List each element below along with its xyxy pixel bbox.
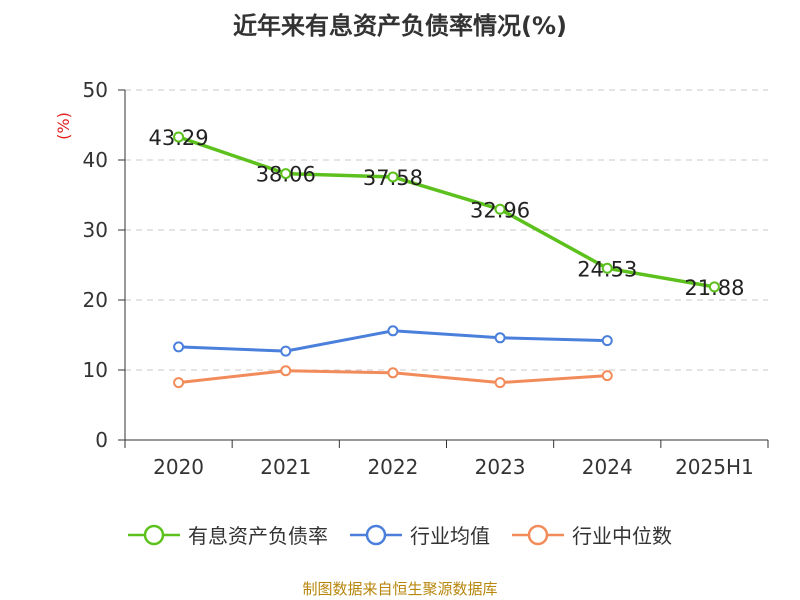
data-label: 38.06 <box>256 163 316 187</box>
source-note: 制图数据来自恒生聚源数据库 <box>302 580 498 598</box>
chart-title: 近年来有息资产负债率情况(%) <box>233 12 567 40</box>
data-point-industry-median <box>280 365 292 377</box>
y-axis-label: (%) <box>54 112 73 140</box>
legend-swatch-industry-median <box>512 524 564 545</box>
data-point-debt-ratio <box>708 281 720 293</box>
data-label: 37.58 <box>363 166 423 190</box>
data-point-industry-median <box>173 377 185 389</box>
x-tick-label: 2024 <box>582 455 633 479</box>
chart-legend: 有息资产负债率 行业均值 行业中位数 <box>0 520 800 549</box>
y-tick-label: 10 <box>83 358 108 382</box>
data-point-debt-ratio <box>387 171 399 183</box>
y-tick-label: 30 <box>83 218 108 242</box>
x-tick-label: 2022 <box>367 455 418 479</box>
data-point-industry-avg <box>494 332 506 344</box>
data-point-industry-median <box>601 370 613 382</box>
x-tick-label: 2021 <box>260 455 311 479</box>
data-point-debt-ratio <box>601 262 613 274</box>
data-point-industry-avg <box>601 335 613 347</box>
data-label: 24.53 <box>577 257 637 281</box>
legend-label-industry-avg: 行业均值 <box>410 524 490 548</box>
data-label: 21.88 <box>684 276 744 300</box>
data-point-industry-avg <box>173 341 185 353</box>
data-point-debt-ratio <box>280 168 292 180</box>
y-tick-label: 50 <box>83 78 108 102</box>
data-point-industry-avg <box>387 325 399 337</box>
legend-swatch-industry-avg <box>350 524 402 545</box>
x-tick-label: 2025H1 <box>675 455 754 479</box>
x-tick-label: 2023 <box>475 455 526 479</box>
data-point-industry-median <box>387 367 399 379</box>
legend-swatch-debt-ratio <box>128 524 180 545</box>
y-tick-label: 0 <box>95 428 108 452</box>
series-line-debt-ratio <box>178 135 715 289</box>
legend-item-debt-ratio[interactable]: 有息资产负债率 <box>128 520 328 549</box>
data-point-industry-median <box>494 377 506 389</box>
legend-label-debt-ratio: 有息资产负债率 <box>188 524 328 548</box>
data-point-debt-ratio <box>173 131 185 143</box>
legend-item-industry-median[interactable]: 行业中位数 <box>512 520 672 549</box>
data-label: 43.29 <box>149 126 209 150</box>
y-tick-label: 40 <box>83 148 108 172</box>
legend-label-industry-median: 行业中位数 <box>572 524 672 548</box>
data-point-debt-ratio <box>494 203 506 215</box>
data-point-industry-avg <box>280 345 292 357</box>
x-tick-label: 2020 <box>153 455 204 479</box>
data-label: 32.96 <box>470 198 530 222</box>
legend-item-industry-avg[interactable]: 行业均值 <box>350 520 490 549</box>
y-tick-label: 20 <box>83 288 108 312</box>
